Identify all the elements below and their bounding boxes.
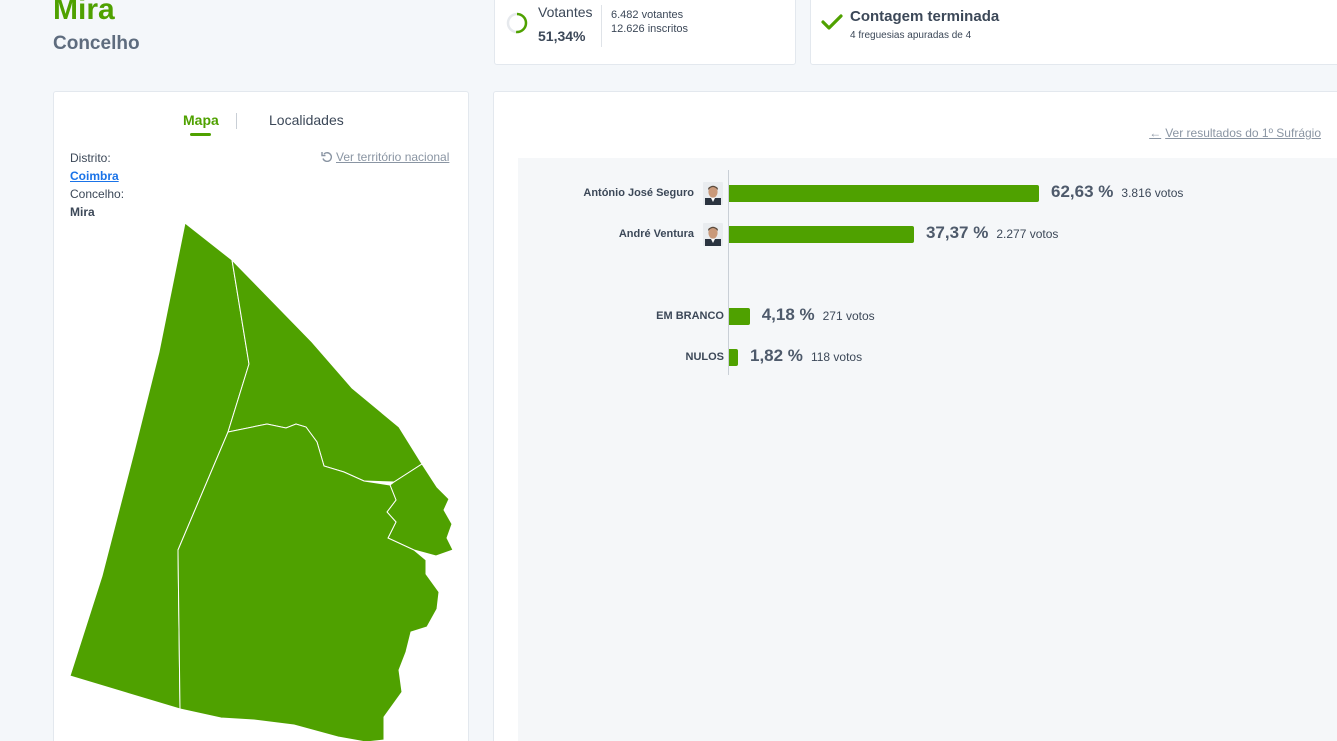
results-chart: António José Seguro 62,63 % 3.816 votos And… xyxy=(518,158,1337,741)
results-panel: ← Ver resultados do 1º Sufrágio António … xyxy=(493,91,1337,741)
first-round-link-label[interactable]: Ver resultados do 1º Sufrágio xyxy=(1165,126,1321,140)
page-header: Mira Concelho xyxy=(53,0,140,55)
result-label: NULOS xyxy=(685,351,725,363)
result-votes: 2.277 votos xyxy=(996,227,1059,241)
candidate-avatar xyxy=(703,182,723,205)
result-label: EM BRANCO xyxy=(656,310,724,322)
map-region-south[interactable] xyxy=(177,423,440,741)
page-subtitle: Concelho xyxy=(53,33,140,54)
turnout-label: Votantes xyxy=(538,4,593,20)
municipality-map[interactable] xyxy=(54,92,469,741)
result-bar xyxy=(729,226,914,243)
concelho-value: Mira xyxy=(70,205,95,219)
result-percent: 37,37 % xyxy=(925,223,989,242)
result-bar xyxy=(729,349,738,366)
distrito-label: Distrito: xyxy=(70,151,111,165)
tab-mapa[interactable]: Mapa xyxy=(183,112,219,128)
tab-localidades[interactable]: Localidades xyxy=(269,112,344,128)
count-status-card: Contagem terminada 4 freguesias apuradas… xyxy=(810,0,1337,65)
result-label: António José Seguro xyxy=(583,187,694,199)
tab-divider xyxy=(236,113,237,129)
voters-count: 6.482 votantes xyxy=(611,9,684,21)
result-votes: 118 votos xyxy=(810,350,863,364)
turnout-card: Votantes 51,34% 6.482 votantes 12.626 in… xyxy=(494,0,796,65)
result-percent: 62,63 % xyxy=(1051,182,1114,201)
turnout-percent: 51,34% xyxy=(538,28,586,44)
undo-icon xyxy=(321,152,333,163)
divider xyxy=(601,5,602,47)
page-title: Mira xyxy=(53,0,115,26)
result-percent: 4,18 % xyxy=(761,305,815,324)
result-label: André Ventura xyxy=(618,228,694,240)
result-row: NULOS 1,82 % 118 votos xyxy=(518,346,1337,368)
first-round-link[interactable]: ← Ver resultados do 1º Sufrágio xyxy=(1149,126,1321,140)
result-bar xyxy=(729,185,1039,202)
result-percent: 1,82 % xyxy=(750,346,803,365)
result-votes: 271 votos xyxy=(822,309,875,323)
chart-axis xyxy=(728,170,729,375)
concelho-label: Concelho: xyxy=(70,187,125,201)
arrow-left-icon: ← xyxy=(1149,126,1162,140)
national-territory-link[interactable]: Ver território nacional xyxy=(321,150,449,164)
status-subtitle: 4 freguesias apuradas de 4 xyxy=(850,30,972,41)
registered-count: 12.626 inscritos xyxy=(611,23,689,35)
result-row: António José Seguro 62,63 % 3.816 votos xyxy=(518,182,1337,205)
national-territory-link-label[interactable]: Ver território nacional xyxy=(336,150,450,164)
turnout-ring-icon xyxy=(506,12,528,34)
distrito-link[interactable]: Coimbra xyxy=(70,169,119,183)
result-row: EM BRANCO 4,18 % 271 votos xyxy=(518,305,1337,327)
result-row: André Ventura 37,37 % 2.277 votos xyxy=(518,223,1337,246)
result-votes: 3.816 votos xyxy=(1121,186,1184,200)
result-bar xyxy=(729,308,750,325)
map-panel: Mapa Localidades Ver território nacional… xyxy=(53,91,469,741)
check-icon xyxy=(821,14,843,30)
active-tab-indicator xyxy=(190,133,211,136)
status-title: Contagem terminada xyxy=(850,8,1000,25)
candidate-avatar xyxy=(703,223,723,246)
